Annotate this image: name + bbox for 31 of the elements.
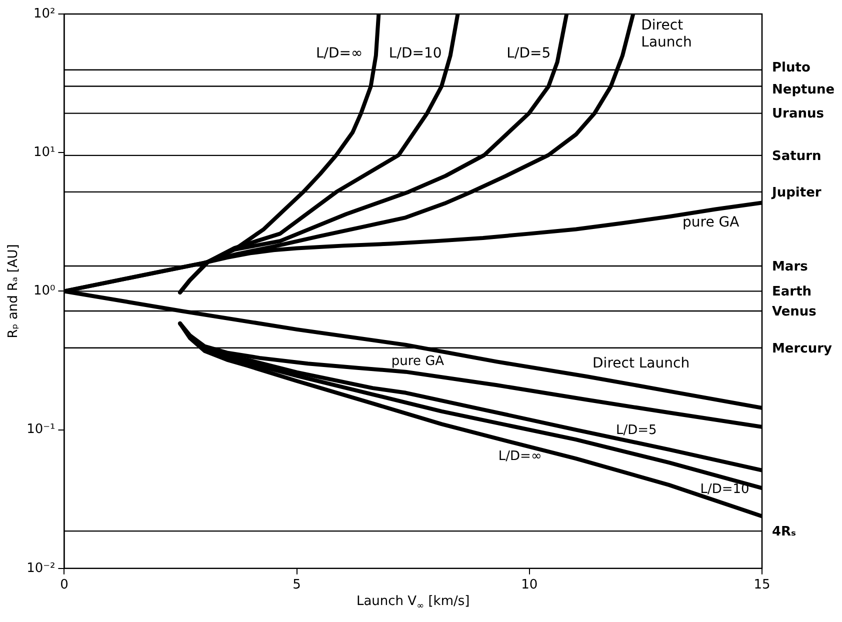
x-tick-label: 0 xyxy=(60,578,68,593)
ref-line-label: Jupiter xyxy=(771,185,822,200)
ref-line-label: 4Rₛ xyxy=(772,524,796,540)
ref-line-label: Saturn xyxy=(772,148,822,164)
series-label: L/D=10 xyxy=(700,482,750,498)
series-label: L/D=∞ xyxy=(316,46,363,62)
series-label: L/D=5 xyxy=(506,46,551,62)
ref-line-label: Pluto xyxy=(772,60,810,76)
y-tick-label: 10⁰ xyxy=(33,284,56,299)
y-tick-label: 10¹ xyxy=(33,144,56,160)
y-tick-label: 10⁻¹ xyxy=(26,422,56,438)
ref-line-label: Uranus xyxy=(772,106,824,122)
y-tick-label: 10² xyxy=(33,6,56,22)
ref-line-label: Earth xyxy=(772,284,812,300)
ref-line-label: Mars xyxy=(772,259,808,274)
ref-line-label: Venus xyxy=(772,304,817,320)
x-tick-label: 15 xyxy=(754,578,770,593)
series-label: Direct Launch xyxy=(592,355,690,372)
y-tick-label: 10⁻² xyxy=(26,560,56,576)
ref-line-label: Mercury xyxy=(772,341,833,356)
series-label: Direct Launch xyxy=(641,18,692,51)
x-axis-title: Launch V$_{∞}$ [km/s] xyxy=(356,594,470,612)
y-axis-title: Rₚ and Rₐ [AU] xyxy=(6,244,22,338)
series-label: pure GA xyxy=(682,214,740,231)
series-label: L/D=5 xyxy=(616,423,657,438)
series-label: pure GA xyxy=(391,354,444,369)
ref-line-label: Neptune xyxy=(772,82,835,98)
series-label: L/D=10 xyxy=(388,46,442,62)
series-label: L/D=∞ xyxy=(498,448,542,464)
x-tick-label: 10 xyxy=(521,578,538,593)
x-tick-label: 5 xyxy=(292,578,301,593)
